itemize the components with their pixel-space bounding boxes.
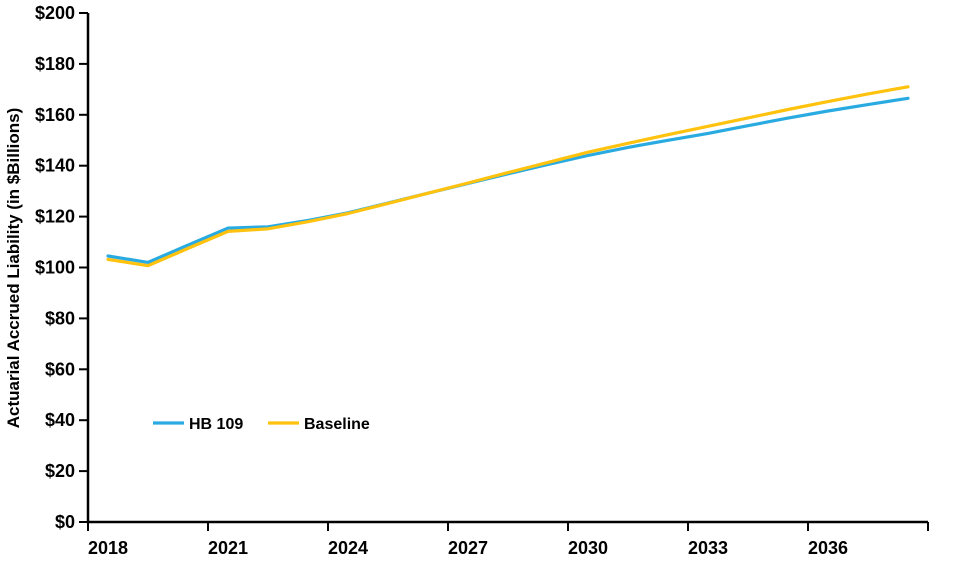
x-axis-tick-label: 2021 <box>208 538 248 558</box>
x-axis-tick-label: 2033 <box>688 538 728 558</box>
y-axis-tick-label: $40 <box>45 410 75 430</box>
y-axis-title: Actuarial Accrued Liability (in $Billion… <box>4 108 23 429</box>
series-line-baseline <box>106 85 910 268</box>
x-axis-tick-label: 2024 <box>328 538 368 558</box>
y-axis-tick-label: $180 <box>35 54 75 74</box>
x-axis-tick-label: 2030 <box>568 538 608 558</box>
series-line-hb-109 <box>106 96 910 264</box>
y-axis-tick-label: $0 <box>55 512 75 532</box>
y-axis-tick-label: $100 <box>35 258 75 278</box>
y-axis-tick-label: $160 <box>35 105 75 125</box>
y-axis-tick-label: $80 <box>45 308 75 328</box>
x-axis-tick-label: 2036 <box>808 538 848 558</box>
y-axis-tick-label: $120 <box>35 207 75 227</box>
y-axis-tick-label: $20 <box>45 461 75 481</box>
axis-lines <box>86 13 928 524</box>
y-axis-tick-label: $140 <box>35 156 75 176</box>
x-axis-tick-label: 2027 <box>448 538 488 558</box>
x-axis-tick-label: 2018 <box>88 538 128 558</box>
legend-label-hb-109: HB 109 <box>189 416 243 433</box>
y-axis-tick-label: $200 <box>35 3 75 23</box>
y-axis-tick-label: $60 <box>45 359 75 379</box>
legend-label-baseline: Baseline <box>304 416 370 433</box>
